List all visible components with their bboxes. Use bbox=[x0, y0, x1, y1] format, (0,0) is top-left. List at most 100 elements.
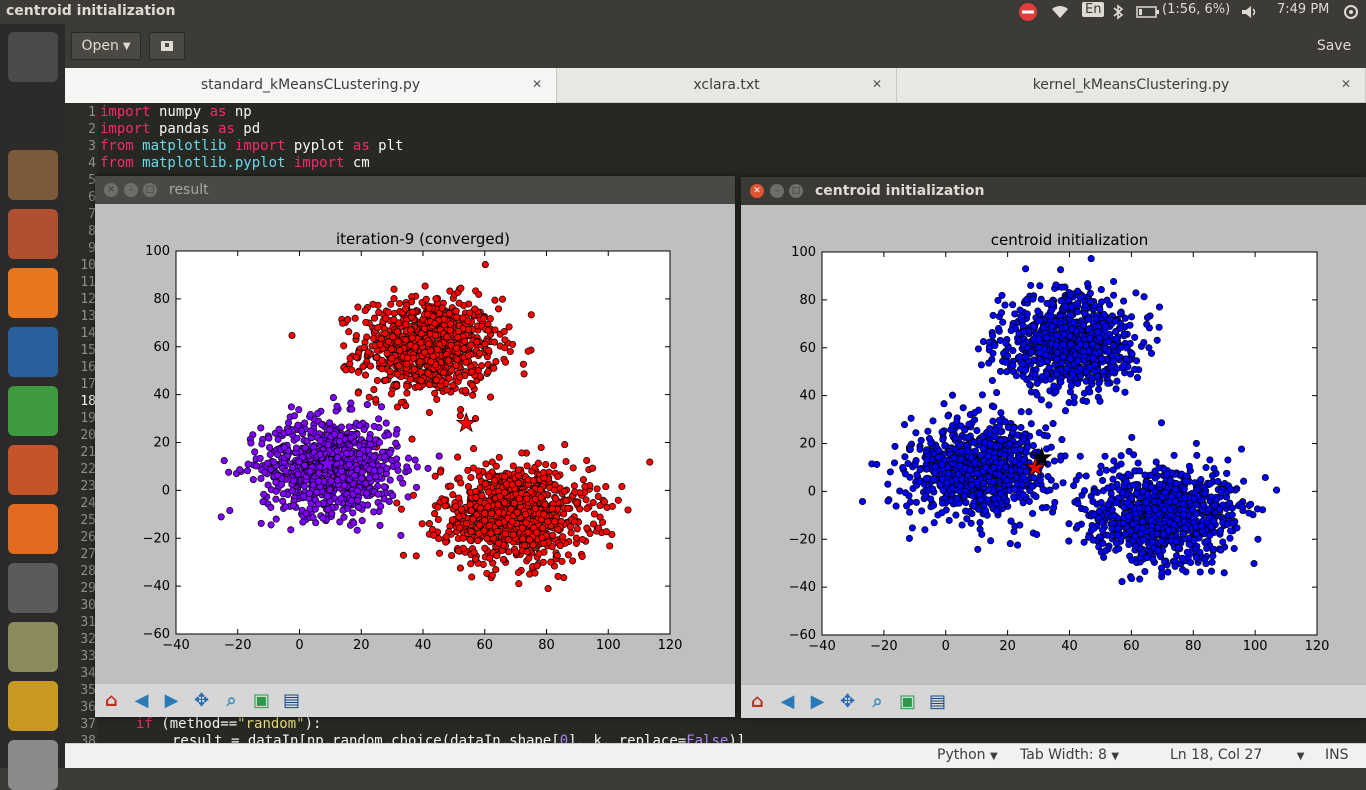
battery-icon[interactable] bbox=[1136, 4, 1160, 20]
minimize-window-icon[interactable]: – bbox=[124, 183, 138, 197]
impress-icon[interactable] bbox=[8, 445, 58, 495]
tab-xclara[interactable]: xclara.txt ✕ bbox=[557, 68, 897, 103]
home-icon[interactable]: ⌂ bbox=[99, 688, 124, 713]
tab-width-selector[interactable]: Tab Width: 8 ▼ bbox=[1020, 747, 1119, 763]
data-point bbox=[463, 359, 469, 365]
data-point bbox=[489, 572, 495, 578]
data-point bbox=[647, 459, 653, 465]
close-window-icon[interactable]: ✕ bbox=[750, 184, 764, 198]
data-point bbox=[412, 344, 418, 350]
data-point bbox=[993, 389, 999, 395]
bluetooth-icon[interactable] bbox=[1112, 4, 1128, 20]
system-monitor-icon[interactable] bbox=[8, 681, 58, 731]
close-icon[interactable]: ✕ bbox=[1341, 77, 1351, 91]
calc-icon[interactable] bbox=[8, 386, 58, 436]
data-point bbox=[563, 498, 569, 504]
close-icon[interactable]: ✕ bbox=[872, 77, 882, 91]
volume-icon[interactable] bbox=[1240, 4, 1260, 20]
files-icon[interactable] bbox=[8, 209, 58, 259]
data-point bbox=[1133, 290, 1139, 296]
new-document-button[interactable] bbox=[149, 32, 185, 60]
data-point bbox=[538, 444, 544, 450]
line-number: 8 bbox=[65, 224, 96, 239]
data-point bbox=[530, 477, 536, 483]
data-point bbox=[482, 481, 488, 487]
cursor-position[interactable]: Ln 18, Col 27 ▼ bbox=[1170, 747, 1305, 763]
line-number: 15 bbox=[65, 343, 96, 358]
data-point bbox=[988, 538, 994, 544]
gedit-icon[interactable] bbox=[8, 150, 58, 200]
data-point bbox=[1099, 355, 1105, 361]
help-icon[interactable] bbox=[8, 740, 58, 790]
data-point bbox=[274, 472, 280, 478]
wifi-icon[interactable] bbox=[1050, 4, 1066, 20]
subplots-icon[interactable]: ▣ bbox=[249, 688, 274, 713]
result-titlebar[interactable]: ✕ – □ result bbox=[95, 176, 735, 204]
tab-standard-kmeans[interactable]: standard_kMeansCLustering.py ✕ bbox=[65, 68, 557, 103]
tab-bar: standard_kMeansCLustering.py ✕ xclara.tx… bbox=[65, 68, 1366, 103]
data-point bbox=[625, 507, 631, 513]
line-number: 35 bbox=[65, 683, 96, 698]
language-selector[interactable]: Python ▼ bbox=[937, 747, 998, 763]
back-icon[interactable]: ◀ bbox=[129, 688, 154, 713]
terminal-icon[interactable] bbox=[8, 91, 58, 141]
zoom-icon[interactable]: ⌕ bbox=[219, 688, 244, 713]
firefox-icon[interactable] bbox=[8, 268, 58, 318]
data-point bbox=[502, 337, 508, 343]
data-point bbox=[400, 552, 406, 558]
data-point bbox=[960, 405, 966, 411]
clock[interactable]: 7:49 PM bbox=[1277, 2, 1329, 17]
software-center-icon[interactable] bbox=[8, 504, 58, 554]
data-point bbox=[361, 426, 367, 432]
data-point bbox=[507, 348, 513, 354]
forward-icon[interactable]: ▶ bbox=[159, 688, 184, 713]
keyboard-layout-indicator[interactable]: En bbox=[1082, 2, 1104, 17]
system-settings-icon[interactable] bbox=[8, 563, 58, 613]
centroid-titlebar[interactable]: ✕ – □ centroid initialization bbox=[741, 177, 1366, 205]
tab-kernel-kmeans[interactable]: kernel_kMeansClustering.py ✕ bbox=[897, 68, 1366, 103]
pan-icon[interactable]: ✥ bbox=[189, 688, 214, 713]
data-point bbox=[306, 490, 312, 496]
data-point bbox=[467, 537, 473, 543]
insert-mode[interactable]: INS bbox=[1325, 747, 1349, 763]
data-point bbox=[421, 349, 427, 355]
data-point bbox=[1075, 358, 1081, 364]
data-point bbox=[1128, 314, 1134, 320]
save-button[interactable]: Save bbox=[1312, 32, 1356, 60]
power-gear-icon[interactable] bbox=[1343, 4, 1359, 20]
data-point bbox=[1068, 304, 1074, 310]
data-point bbox=[506, 324, 512, 330]
data-point bbox=[524, 549, 530, 555]
data-point bbox=[1072, 352, 1078, 358]
line-number: 32 bbox=[65, 632, 96, 647]
data-point bbox=[985, 453, 991, 459]
data-point bbox=[1097, 306, 1103, 312]
data-point bbox=[450, 382, 456, 388]
data-point bbox=[334, 403, 340, 409]
data-point bbox=[371, 386, 377, 392]
open-button[interactable]: Open ▼ bbox=[71, 32, 141, 60]
data-point bbox=[394, 500, 400, 506]
writer-icon[interactable] bbox=[8, 327, 58, 377]
do-not-disturb-icon[interactable] bbox=[1018, 4, 1034, 20]
data-point bbox=[383, 420, 389, 426]
close-icon[interactable]: ✕ bbox=[532, 77, 542, 91]
data-point bbox=[1141, 339, 1147, 345]
save-icon[interactable]: ▤ bbox=[279, 688, 304, 713]
ubuntu-dash-icon[interactable] bbox=[8, 32, 58, 82]
data-point bbox=[434, 346, 440, 352]
maximize-window-icon[interactable]: □ bbox=[143, 183, 157, 197]
data-point bbox=[1110, 358, 1116, 364]
data-point bbox=[253, 463, 259, 469]
data-point bbox=[999, 292, 1005, 298]
minimize-window-icon[interactable]: – bbox=[770, 184, 784, 198]
data-point bbox=[980, 338, 986, 344]
data-point bbox=[1068, 341, 1074, 347]
data-point bbox=[966, 421, 972, 427]
maximize-window-icon[interactable]: □ bbox=[789, 184, 803, 198]
software-updater-icon[interactable] bbox=[8, 622, 58, 672]
data-point bbox=[1142, 568, 1148, 574]
close-window-icon[interactable]: ✕ bbox=[104, 183, 118, 197]
